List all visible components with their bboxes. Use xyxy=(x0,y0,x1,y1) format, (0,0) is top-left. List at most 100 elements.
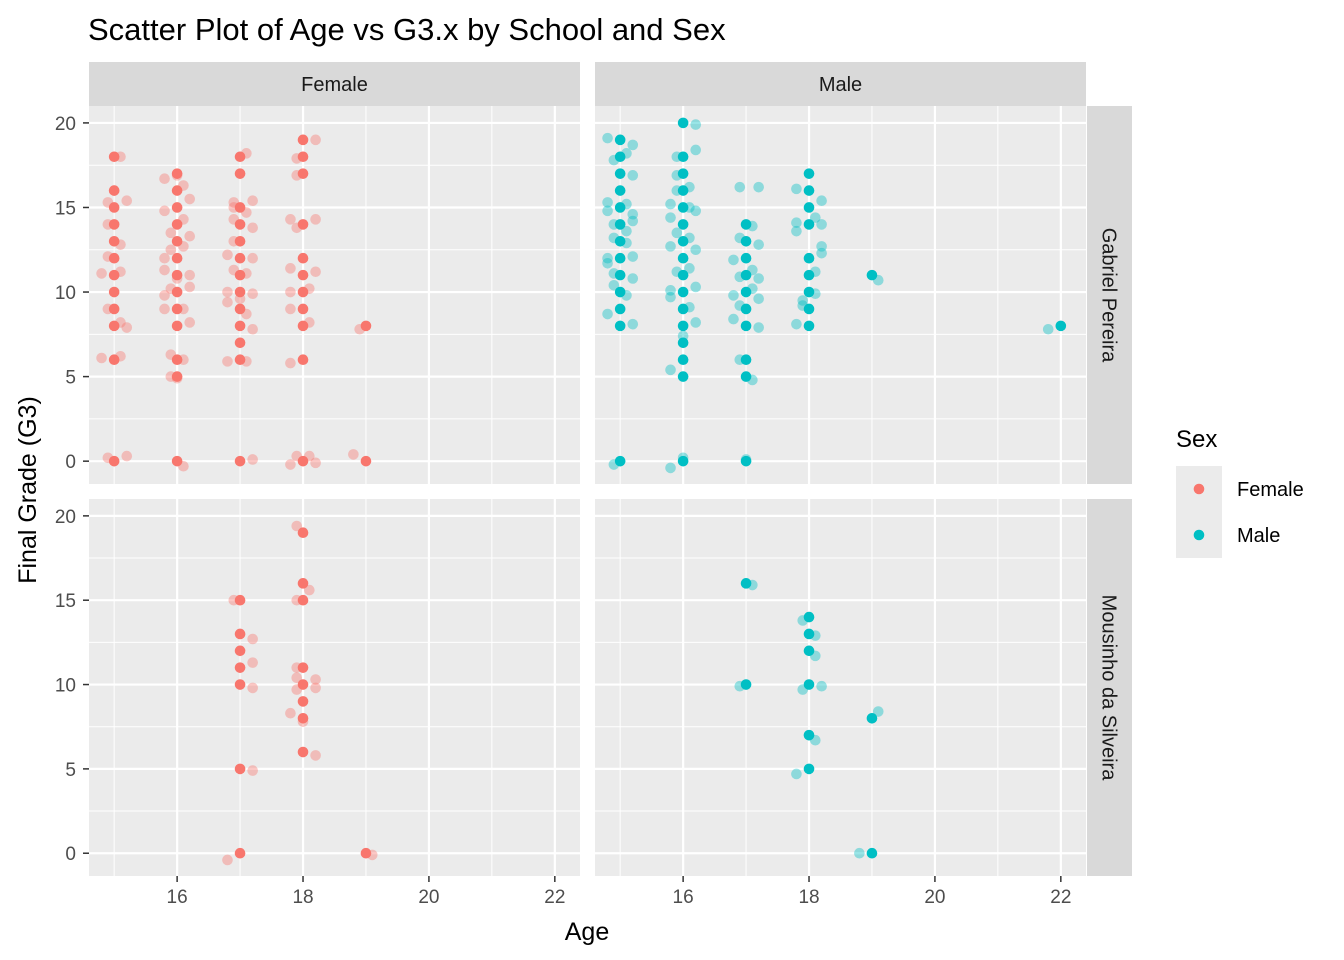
data-point-jitter xyxy=(816,219,827,230)
data-point xyxy=(360,847,372,859)
data-point xyxy=(234,286,246,298)
data-point xyxy=(108,286,120,298)
data-point-jitter xyxy=(608,279,620,291)
panel-background xyxy=(89,499,580,876)
data-point-jitter xyxy=(665,212,676,223)
y-tick-label: 15 xyxy=(55,591,76,612)
data-point-jitter xyxy=(159,303,170,315)
x-tick-label: 18 xyxy=(292,887,313,908)
y-axis-label: Final Grade (G3) xyxy=(14,396,42,584)
data-point xyxy=(614,202,626,213)
x-axis-label: Age xyxy=(565,918,609,946)
data-point-jitter xyxy=(222,356,233,367)
data-point xyxy=(297,354,309,365)
data-point-jitter xyxy=(791,318,802,330)
data-point xyxy=(614,236,626,247)
data-point-jitter xyxy=(728,290,739,301)
data-point-jitter xyxy=(310,457,321,469)
facet-panel xyxy=(595,499,1086,876)
data-point-jitter xyxy=(222,296,233,308)
data-point-jitter xyxy=(665,241,676,252)
data-point-jitter xyxy=(810,212,821,223)
data-point-jitter xyxy=(247,454,258,465)
data-point-jitter xyxy=(816,195,827,207)
data-point xyxy=(740,354,752,365)
series-points xyxy=(734,578,884,859)
data-point-jitter xyxy=(247,682,258,694)
data-point-jitter xyxy=(310,266,321,278)
data-point xyxy=(108,303,120,315)
column-strip-label: Male xyxy=(819,74,862,96)
data-point-jitter xyxy=(671,227,683,239)
data-point xyxy=(803,202,815,213)
data-point xyxy=(297,679,309,690)
data-point xyxy=(677,168,689,179)
data-point-jitter xyxy=(684,263,695,274)
data-point xyxy=(108,354,120,365)
data-point xyxy=(234,337,246,349)
data-point-jitter xyxy=(816,241,827,252)
data-point-jitter xyxy=(665,198,676,210)
data-point xyxy=(1055,320,1067,332)
data-point xyxy=(677,269,689,281)
row-strip-label: Mousinho da Silveira xyxy=(1098,595,1120,782)
data-point-jitter xyxy=(184,281,196,293)
data-point-jitter xyxy=(791,217,802,228)
data-point xyxy=(171,354,183,365)
legend-key xyxy=(1193,529,1205,541)
data-point xyxy=(614,269,626,281)
data-point xyxy=(234,847,246,859)
data-point-jitter xyxy=(159,252,170,264)
data-point xyxy=(614,151,626,163)
data-point-jitter xyxy=(285,286,296,298)
data-point xyxy=(803,763,815,775)
data-point-jitter xyxy=(247,657,258,668)
data-point xyxy=(803,252,815,264)
data-point-jitter xyxy=(602,197,613,208)
data-point xyxy=(614,168,626,179)
y-tick-label: 10 xyxy=(55,676,76,697)
data-point-jitter xyxy=(602,308,613,320)
legend: Sex Female Male xyxy=(1176,426,1304,558)
data-point xyxy=(803,729,815,741)
data-point xyxy=(297,320,309,332)
data-point xyxy=(234,252,246,264)
data-point xyxy=(677,371,689,382)
data-point xyxy=(297,303,309,315)
data-point xyxy=(234,219,246,230)
data-point xyxy=(677,455,689,467)
data-point xyxy=(740,455,752,467)
data-point xyxy=(740,219,752,230)
y-tick-label: 10 xyxy=(55,283,76,304)
data-point-jitter xyxy=(753,239,764,250)
data-point-jitter xyxy=(310,674,321,685)
y-tick-label: 5 xyxy=(65,760,76,781)
data-point-jitter xyxy=(753,293,764,305)
data-point-jitter xyxy=(285,263,296,274)
data-point-jitter xyxy=(159,205,170,217)
data-point xyxy=(740,303,752,315)
data-point xyxy=(171,219,183,230)
data-point xyxy=(677,236,689,247)
x-tick-label: 16 xyxy=(673,887,694,908)
data-point-jitter xyxy=(627,208,639,220)
data-point-jitter xyxy=(602,205,613,217)
data-point-jitter xyxy=(753,181,764,193)
data-point-jitter xyxy=(247,765,258,776)
data-point-jitter xyxy=(165,227,177,239)
data-point-jitter xyxy=(285,707,296,719)
data-point xyxy=(297,134,309,146)
data-point-jitter xyxy=(627,318,639,330)
data-point-jitter xyxy=(121,195,133,207)
legend-items: Female Male xyxy=(1193,479,1304,547)
data-point-jitter xyxy=(96,352,107,364)
data-point-jitter xyxy=(222,249,233,261)
data-point-jitter xyxy=(816,247,827,259)
data-point-jitter xyxy=(310,134,321,146)
data-point xyxy=(297,746,309,758)
column-strip-label: Female xyxy=(301,74,368,96)
data-point xyxy=(108,236,120,247)
data-point-jitter xyxy=(348,449,359,460)
y-tick-label: 15 xyxy=(55,198,76,219)
column-strip xyxy=(595,62,1086,106)
